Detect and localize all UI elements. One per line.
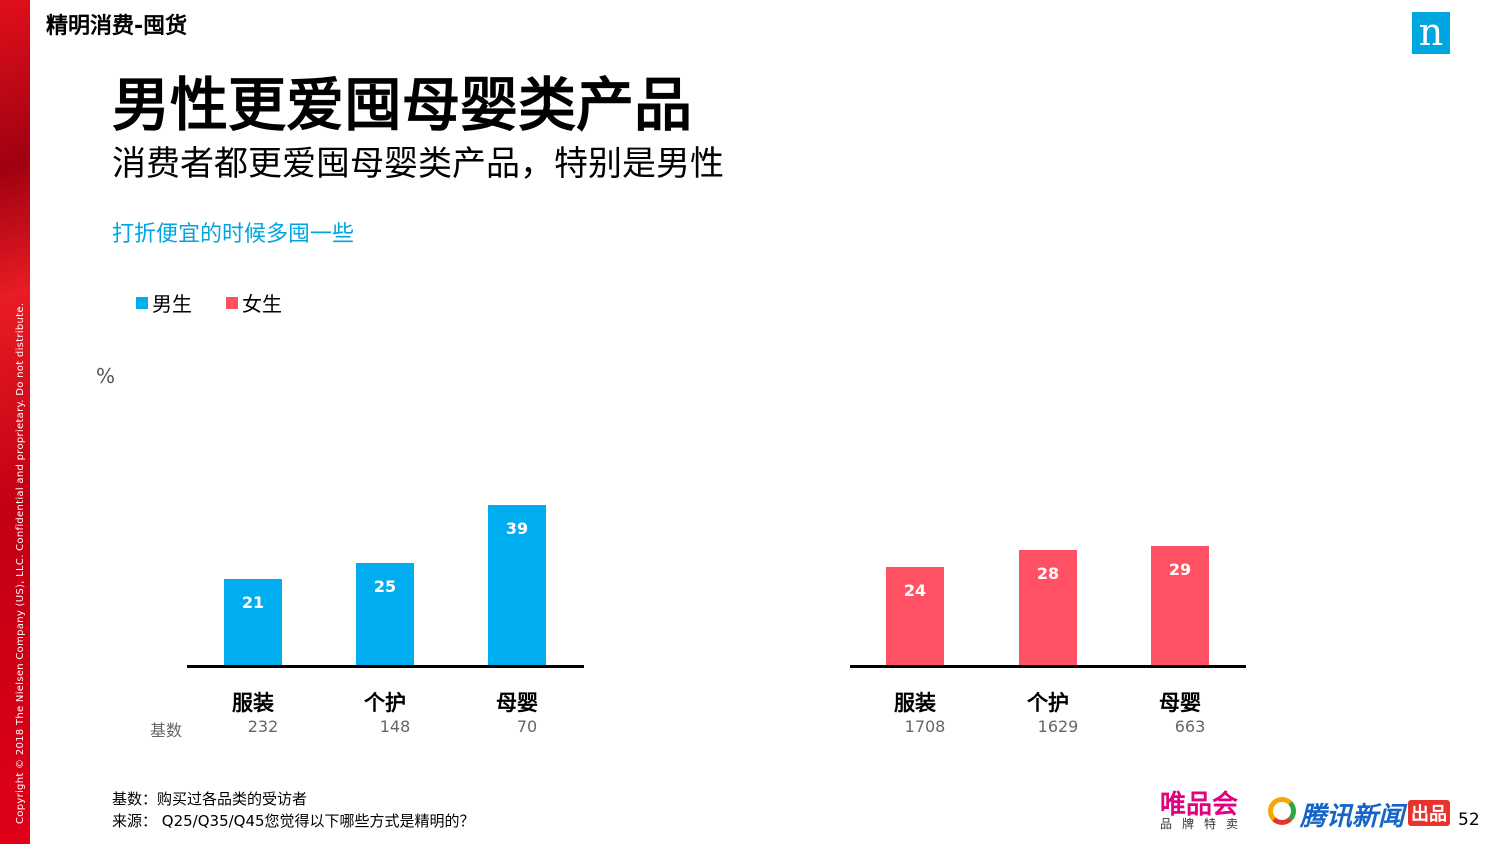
bar (224, 579, 282, 666)
data-label: 24 (903, 580, 927, 600)
base-value: 1708 (904, 717, 946, 736)
base-value: 70 (516, 717, 538, 736)
question-label: 打折便宜的时候多囤一些 (112, 222, 355, 247)
legend-swatch (226, 296, 238, 309)
category-label: 服装 (894, 691, 936, 715)
footnote-base: 基数：购买过各品类的受访者 (112, 790, 308, 808)
data-label: 39 (505, 518, 529, 538)
copyright: Copyright © 2018 The Nielsen Company (US… (15, 302, 26, 824)
bar (356, 562, 414, 666)
category-label: 个护 (1027, 691, 1069, 715)
base-value: 663 (1174, 717, 1206, 736)
base-label: 基数 (150, 721, 183, 740)
category-label: 母婴 (496, 691, 538, 715)
bar (886, 566, 944, 666)
chupin-badge: 出品 (1408, 800, 1450, 826)
bar (1151, 546, 1209, 666)
x-axis-female (850, 665, 1246, 668)
legend-male: 男生 (136, 288, 192, 317)
base-value: 1629 (1037, 717, 1079, 736)
legend-swatch (136, 296, 148, 309)
legend-label: 女生 (242, 292, 282, 316)
footnote-source: 来源： Q25/Q35/Q45您觉得以下哪些方式是精明的？ (112, 812, 475, 830)
section-title: 精明消费-囤货 (46, 14, 188, 39)
data-label: 28 (1036, 564, 1060, 584)
bar (1019, 550, 1077, 666)
category-label: 母婴 (1159, 691, 1201, 715)
data-label: 29 (1168, 560, 1192, 580)
legend-female: 女生 (226, 288, 282, 317)
page-subtitle: 消费者都更爱囤母婴类产品，特别是男性 (112, 144, 724, 184)
tencent-news-icon (1268, 797, 1296, 825)
data-label: 21 (241, 593, 265, 613)
vip-logo: 唯品会 品牌特卖 (1160, 790, 1249, 831)
category-label: 个护 (364, 691, 406, 715)
page-title: 男性更爱囤母婴类产品 (112, 71, 693, 139)
page-number: 52 (1458, 810, 1480, 830)
data-label: 25 (373, 576, 397, 596)
base-value: 232 (247, 717, 279, 736)
base-value: 148 (379, 717, 411, 736)
bar (488, 504, 546, 666)
y-unit: % (96, 364, 116, 388)
x-axis-male (187, 665, 584, 668)
decorative-sidebar: Copyright © 2018 The Nielsen Company (US… (0, 0, 30, 844)
tencent-news-logo: 腾讯新闻 (1300, 802, 1405, 832)
nielsen-logo: n (1412, 12, 1450, 54)
legend-label: 男生 (152, 292, 192, 316)
category-label: 服装 (232, 691, 274, 715)
